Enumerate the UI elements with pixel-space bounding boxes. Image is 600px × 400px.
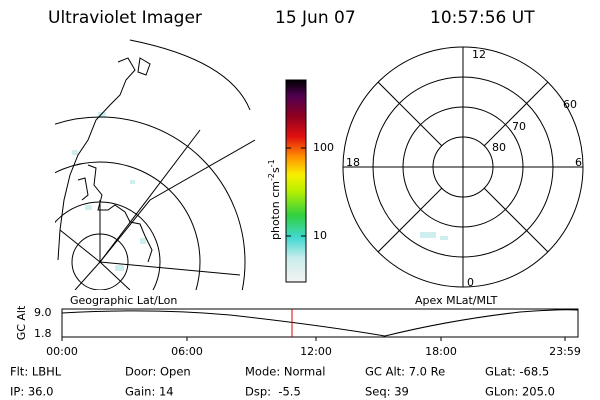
status-field: Dsp: -5.5 — [245, 385, 301, 399]
status-field: GLat: -68.5 — [485, 365, 549, 379]
time: 10:57:56 UT — [430, 8, 535, 28]
lat-label: 60 — [563, 98, 577, 111]
y-tick-label: 9.0 — [34, 306, 52, 319]
altitude-curve — [61, 309, 579, 337]
altitude-ylabel: GC Alt — [15, 305, 28, 340]
mlt-label: 12 — [472, 48, 486, 61]
map-label: Geographic Lat/Lon — [70, 294, 177, 307]
x-tick-label: 18:00 — [425, 345, 457, 358]
mlt-label: 6 — [575, 156, 582, 169]
x-tick-label: 23:59 — [549, 345, 581, 358]
status-field: Seq: 39 — [365, 385, 409, 399]
emission-speckles — [72, 112, 146, 271]
unit-exponent: -2 — [267, 173, 276, 181]
emission-speckles — [420, 232, 448, 240]
status-field: IP: 36.0 — [10, 385, 53, 399]
polar-map — [342, 46, 584, 288]
polar-label: Apex MLat/MLT — [415, 294, 498, 307]
coastline — [57, 57, 153, 263]
colorbar-tick-label: 100 — [313, 141, 334, 154]
colorbar — [285, 79, 307, 283]
altitude-frame — [61, 308, 579, 338]
status-field: Door: Open — [125, 365, 191, 379]
grid-arcs — [55, 39, 256, 290]
y-tick-label: 1.8 — [34, 327, 52, 340]
colorbar-tick-label: 10 — [313, 229, 327, 242]
status-field: GC Alt: 7.0 Re — [365, 365, 445, 379]
status-field: Mode: Normal — [245, 365, 325, 379]
mlt-label: 18 — [346, 156, 360, 169]
unit-exponent: -1 — [267, 159, 276, 167]
geographic-map — [55, 39, 256, 290]
x-tick-label: 06:00 — [171, 345, 203, 358]
x-ticks: 00:00 06:00 12:00 18:00 23:59 — [46, 337, 581, 358]
date: 15 Jun 07 — [275, 8, 356, 28]
status-field: GLon: 205.0 — [485, 385, 555, 399]
unit-text: s — [269, 167, 282, 173]
title: Ultraviolet Imager — [48, 8, 202, 28]
x-tick-label: 00:00 — [46, 345, 78, 358]
mlt-label: 0 — [467, 276, 474, 289]
colorbar-unit: photon cm-2s-1 — [267, 159, 283, 240]
lat-label: 80 — [492, 141, 506, 154]
colorbar-ticks — [286, 147, 306, 237]
status-field: Gain: 14 — [125, 385, 174, 399]
x-tick-label: 12:00 — [300, 345, 332, 358]
status-field: Flt: LBHL — [10, 365, 62, 379]
lat-label: 70 — [512, 120, 526, 133]
unit-text: photon cm — [269, 181, 282, 240]
footer: Flt: LBHL Door: Open Mode: Normal GC Alt: 7… — [10, 365, 555, 399]
